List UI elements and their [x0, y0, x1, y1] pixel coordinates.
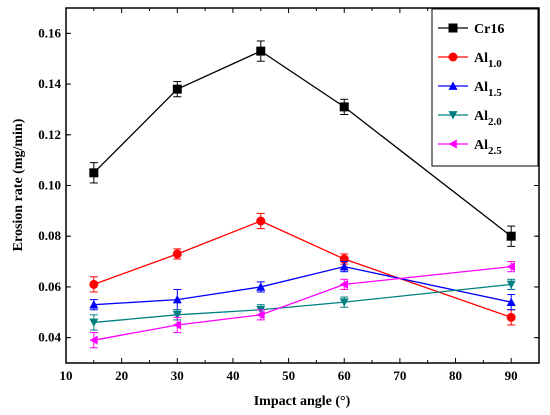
legend-item: Al2.0 — [438, 109, 502, 128]
data-point — [172, 249, 182, 259]
series-line — [93, 265, 512, 341]
data-point — [89, 300, 99, 309]
series-al2-0 — [89, 278, 516, 331]
legend-marker — [448, 81, 458, 90]
x-tick-label: 80 — [449, 368, 462, 383]
x-axis-title: Impact angle (°) — [254, 394, 351, 409]
legend-marker — [448, 139, 457, 149]
legend-box — [431, 8, 539, 167]
x-axis: 10 20 30 40 50 60 70 80 90 — [60, 8, 518, 383]
legend: Cr16 Al1.0 Al1.5 Al2.0 Al2.5 — [431, 8, 539, 167]
y-tick-label: 0.06 — [38, 279, 61, 294]
y-tick-label: 0.10 — [38, 178, 61, 193]
data-point — [256, 310, 265, 320]
x-tick-label: 70 — [393, 368, 406, 383]
x-tick-label: 10 — [60, 368, 73, 383]
y-tick-label: 0.08 — [38, 228, 61, 243]
data-point — [339, 102, 349, 112]
data-point — [89, 168, 99, 178]
series-al1-0 — [89, 212, 516, 326]
y-tick-label: 0.04 — [38, 330, 61, 345]
data-point — [506, 297, 516, 306]
legend-label: Al1.0 — [474, 51, 502, 70]
data-point — [89, 318, 99, 327]
data-point — [172, 310, 182, 320]
legend-label: Cr16 — [474, 22, 504, 37]
data-point — [256, 282, 266, 291]
data-point — [89, 279, 99, 289]
legend-label: Al2.5 — [474, 138, 502, 157]
data-point — [89, 335, 98, 345]
series-layer — [89, 40, 516, 349]
x-tick-label: 20 — [115, 368, 128, 383]
data-point — [172, 320, 182, 330]
data-point — [339, 298, 349, 307]
legend-label: Al1.5 — [474, 80, 502, 99]
x-tick-label: 50 — [282, 368, 295, 383]
legend-item: Al2.5 — [438, 138, 502, 157]
x-tick-label: 40 — [226, 368, 239, 383]
data-point — [506, 231, 516, 241]
data-point — [506, 280, 516, 289]
series-line — [93, 220, 512, 318]
data-point — [506, 262, 516, 272]
y-axis: 0.04 0.06 0.08 0.10 0.12 0.14 0.16 — [38, 25, 539, 345]
legend-item: Al1.0 — [438, 51, 502, 70]
y-axis-title: Erosion rate (mg/min) — [11, 118, 26, 251]
series-al2-5 — [89, 261, 516, 349]
y-tick-label: 0.12 — [38, 127, 61, 142]
x-tick-label: 60 — [338, 368, 351, 383]
data-point — [506, 312, 516, 322]
legend-marker — [448, 23, 458, 33]
data-point — [339, 262, 349, 271]
series-al1-5 — [89, 261, 516, 311]
data-point — [172, 295, 182, 304]
y-tick-label: 0.16 — [38, 25, 61, 40]
series-line — [93, 283, 512, 324]
series-cr16 — [89, 40, 516, 247]
data-point — [339, 279, 349, 289]
data-point — [172, 84, 182, 94]
data-point — [256, 216, 266, 226]
data-point — [256, 46, 266, 56]
x-tick-label: 90 — [505, 368, 518, 383]
legend-item: Al1.5 — [438, 80, 502, 99]
y-tick-label: 0.14 — [38, 76, 61, 91]
x-tick-label: 30 — [171, 368, 184, 383]
legend-marker — [448, 111, 458, 120]
legend-label: Al2.0 — [474, 109, 502, 128]
legend-marker — [448, 52, 458, 62]
legend-item: Cr16 — [438, 22, 504, 37]
